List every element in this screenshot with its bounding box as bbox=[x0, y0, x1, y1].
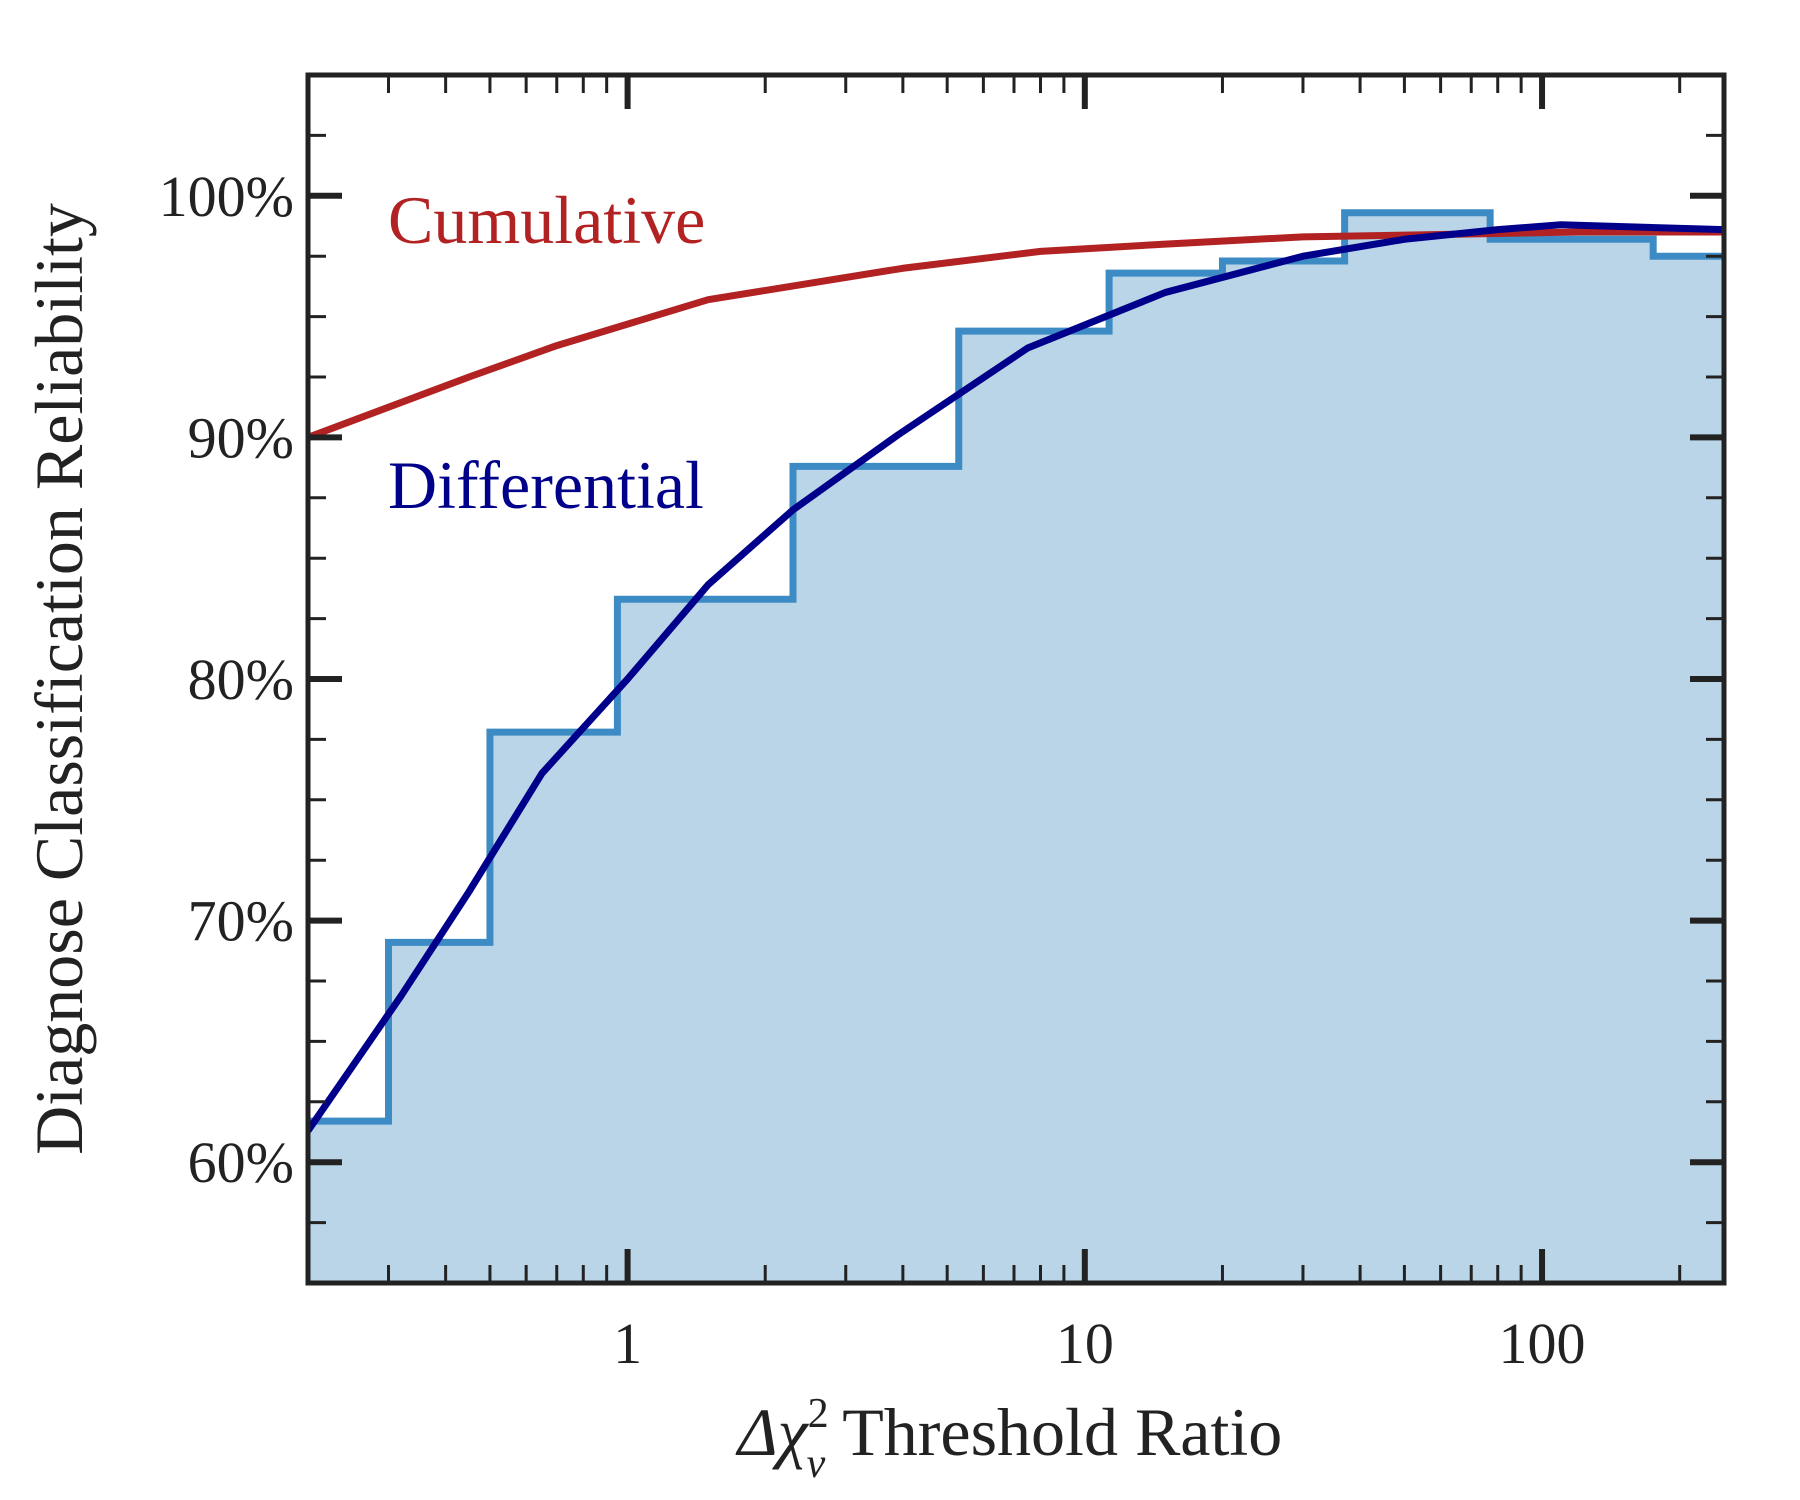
x-axis-title: Δχ2 ν Threshold Ratio bbox=[735, 1391, 1283, 1487]
plot-frame bbox=[305, 72, 1727, 1286]
y-tick-label: 90% bbox=[188, 405, 294, 470]
y-tick-label: 70% bbox=[188, 889, 294, 954]
legend-label-differential: Differential bbox=[388, 447, 704, 523]
y-tick-label: 60% bbox=[188, 1130, 294, 1195]
x-tick-label: 1 bbox=[613, 1311, 642, 1376]
plot-area bbox=[308, 209, 1724, 1283]
x-axis-subscript: ν bbox=[807, 1441, 826, 1487]
y-tick-label: 100% bbox=[159, 164, 294, 229]
x-tick-label: 10 bbox=[1056, 1311, 1114, 1376]
series-line-differential bbox=[308, 221, 1724, 1133]
histogram-outline bbox=[308, 209, 1724, 1125]
y-axis-title: Diagnose Classification Reliability bbox=[21, 203, 97, 1155]
y-tick-label: 80% bbox=[188, 647, 294, 712]
x-axis-label-text: Threshold Ratio bbox=[825, 1394, 1282, 1470]
x-axis-superscript: 2 bbox=[808, 1391, 829, 1437]
legend-label-cumulative: Cumulative bbox=[388, 182, 705, 258]
histogram-fill bbox=[308, 212, 1724, 1283]
x-tick-label: 100 bbox=[1499, 1311, 1586, 1376]
tick-labels: 1 10 100 60% 70% 80% 90% 100% bbox=[159, 164, 1586, 1376]
x-axis-symbol: Δχ bbox=[735, 1394, 810, 1470]
